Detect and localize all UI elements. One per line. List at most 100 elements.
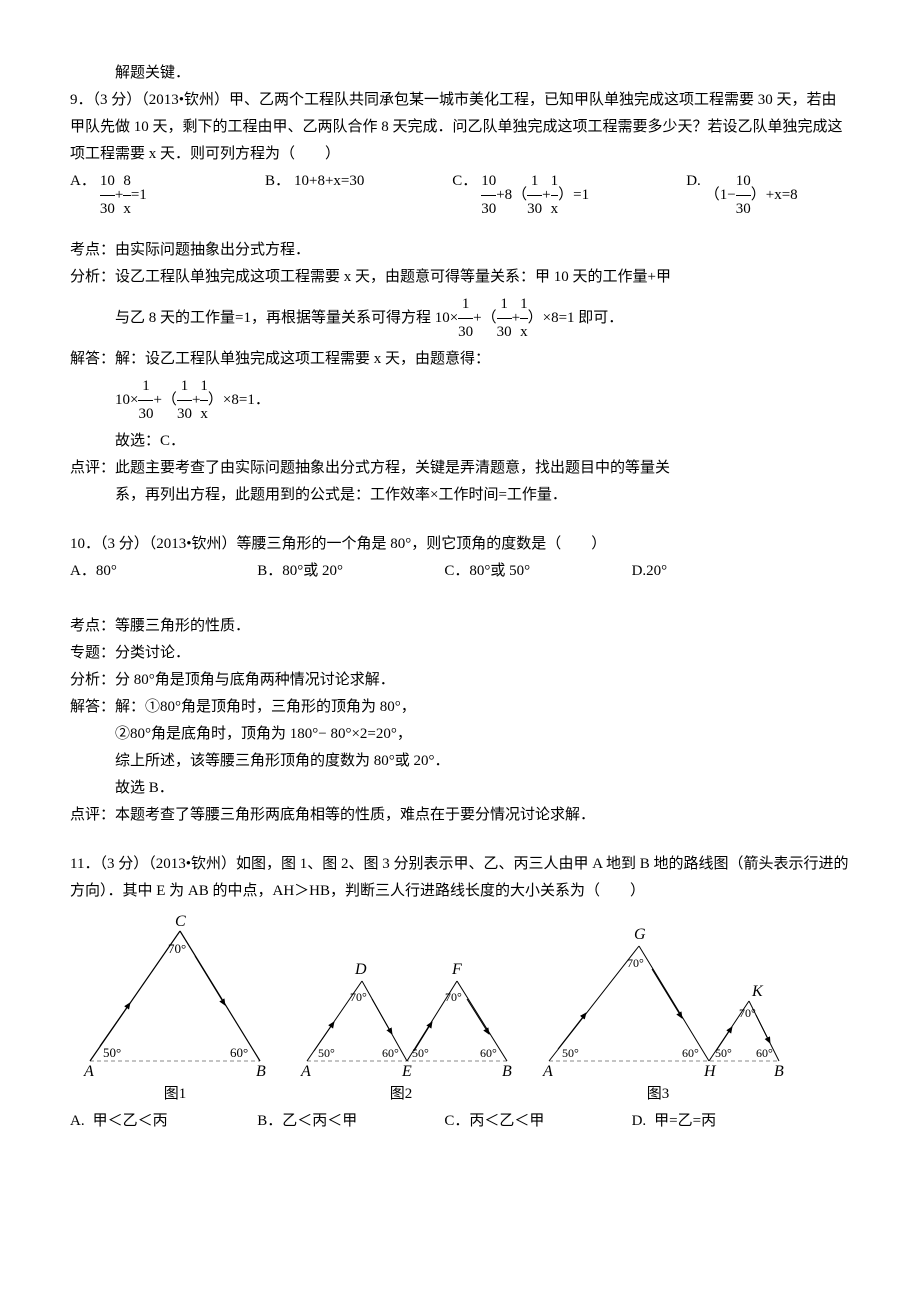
q10-kaodian: 考点：等腰三角形的性质． bbox=[70, 613, 850, 640]
ang: 60° bbox=[382, 1046, 399, 1060]
text: 设乙工程队单独完成这项工程需要 x 天，由题意可得等量关系：甲 10 天的工作量… bbox=[115, 269, 671, 285]
text: 乙＜丙＜甲 bbox=[282, 1108, 357, 1135]
label: D. bbox=[632, 1108, 647, 1135]
q10-choice-d: D.20° bbox=[632, 558, 819, 585]
label-k: K bbox=[751, 983, 764, 1000]
label-d: D bbox=[354, 961, 367, 978]
label-h: H bbox=[703, 1063, 717, 1080]
q10-choice-c: C．80°或 50° bbox=[444, 558, 631, 585]
text: +（ bbox=[153, 387, 176, 414]
label: 考点： bbox=[70, 242, 115, 258]
q10-jieda-3: 综上所述，该等腰三角形顶角的度数为 80°或 20°． bbox=[70, 748, 850, 775]
fig1-label: 图1 bbox=[70, 1081, 280, 1108]
label-a: A bbox=[83, 1063, 94, 1080]
label: 点评： bbox=[70, 460, 115, 476]
q10-choice-a: A．80° bbox=[70, 558, 257, 585]
ang: 70° bbox=[445, 990, 462, 1004]
q9-choice-d: D. （1− 10 30 ）+x=8 bbox=[686, 168, 850, 223]
label-b: B bbox=[256, 1063, 266, 1080]
label: D. bbox=[632, 558, 647, 585]
label: 解答： bbox=[70, 699, 115, 715]
plus: + bbox=[542, 182, 550, 209]
label-a: A bbox=[300, 1063, 311, 1080]
q10-zhuanti: 专题：分类讨论． bbox=[70, 640, 850, 667]
choice-label-a: A． bbox=[70, 168, 96, 195]
q9-jieda-ans: 故选：C． bbox=[70, 428, 850, 455]
label-g: G bbox=[634, 926, 646, 943]
question-11: 11．（3 分）（2013•钦州）如图，图 1、图 2、图 3 分别表示甲、乙、… bbox=[70, 851, 850, 1135]
label-f: F bbox=[451, 961, 462, 978]
label-e: E bbox=[401, 1063, 412, 1080]
ang: 50° bbox=[715, 1046, 732, 1060]
text: 解：设乙工程队单独完成这项工程需要 x 天，由题意得： bbox=[115, 351, 490, 367]
q10-jieda-1: 解答：解：①80°角是顶角时，三角形的顶角为 80°， bbox=[70, 694, 850, 721]
text: 由实际问题抽象出分式方程． bbox=[115, 242, 310, 258]
label-b: B bbox=[774, 1063, 784, 1080]
eq: =1 bbox=[131, 182, 147, 209]
ang: 60° bbox=[480, 1046, 497, 1060]
text: 等腰三角形的性质． bbox=[115, 618, 250, 634]
label: 解答： bbox=[70, 351, 115, 367]
label: 专题： bbox=[70, 645, 115, 661]
choice-label-d: D. bbox=[686, 168, 701, 195]
frac-num: 10 bbox=[736, 168, 751, 196]
text: ）×8=1 即可． bbox=[528, 305, 624, 332]
text: 10× bbox=[115, 387, 138, 414]
label: 分析： bbox=[70, 672, 115, 688]
text: +8（ bbox=[496, 182, 527, 209]
choice-label-c: C． bbox=[452, 168, 477, 195]
figure-3: A H B G K 50° 60° 70° 50° 60° 70° bbox=[534, 911, 794, 1081]
label: C． bbox=[444, 1108, 469, 1135]
q9-choices: A． 10 30 + 8 x =1 B． 10+8+x=30 C． bbox=[70, 168, 850, 223]
text: ）=1 bbox=[558, 182, 589, 209]
ang: 60° bbox=[682, 1046, 699, 1060]
angle-60: 60° bbox=[230, 1045, 248, 1060]
text: + bbox=[512, 305, 520, 332]
text: 80°或 20° bbox=[282, 558, 343, 585]
text: + bbox=[192, 387, 200, 414]
d: 30 bbox=[458, 319, 473, 346]
frac-num: 10 bbox=[481, 168, 496, 196]
choice-b-text: 10+8+x=30 bbox=[294, 168, 364, 195]
n: 1 bbox=[177, 373, 192, 401]
q9-fenxi: 分析：设乙工程队单独完成这项工程需要 x 天，由题意可得等量关系：甲 10 天的… bbox=[70, 264, 850, 291]
label: B． bbox=[257, 1108, 282, 1135]
q11-choice-c: C．丙＜乙＜甲 bbox=[444, 1108, 631, 1135]
label: 考点： bbox=[70, 618, 115, 634]
q9-stem: 9．（3 分）（2013•钦州）甲、乙两个工程队共同承包某一城市美化工程，已知甲… bbox=[70, 87, 850, 168]
text: 80°或 50° bbox=[469, 558, 530, 585]
q9-dianping: 点评：此题主要考查了由实际问题抽象出分式方程，关键是弄清题意，找出题目中的等量关 bbox=[70, 455, 850, 482]
q11-stem: 11．（3 分）（2013•钦州）如图，图 1、图 2、图 3 分别表示甲、乙、… bbox=[70, 851, 850, 905]
n: 1 bbox=[138, 373, 153, 401]
text: 20° bbox=[646, 558, 667, 585]
d: 30 bbox=[177, 401, 192, 428]
q9-kaodian: 考点：由实际问题抽象出分式方程． bbox=[70, 237, 850, 264]
text: 与乙 8 天的工作量=1，再根据等量关系可得方程 10× bbox=[115, 305, 458, 332]
q9-choice-c: C． 10 30 +8（ 1 30 + 1 x ）=1 bbox=[452, 168, 686, 223]
text: ）+x=8 bbox=[751, 182, 798, 209]
ang: 70° bbox=[627, 956, 644, 970]
label: A. bbox=[70, 1108, 85, 1135]
frac: 10 30 + 8 x =1 bbox=[100, 168, 147, 223]
label-c: C bbox=[175, 913, 186, 930]
frac-den: x bbox=[551, 196, 559, 223]
q11-figures: A B C 50° 60° 70° A E B D F 50° bbox=[70, 911, 850, 1081]
n: 1 bbox=[520, 291, 528, 319]
text: 甲＜乙＜丙 bbox=[93, 1108, 168, 1135]
q9-choice-b: B． 10+8+x=30 bbox=[265, 168, 452, 195]
ang: 50° bbox=[562, 1046, 579, 1060]
frac-den: 30 bbox=[100, 196, 115, 223]
q9-jieda: 解答：解：设乙工程队单独完成这项工程需要 x 天，由题意得： bbox=[70, 346, 850, 373]
label-b: B bbox=[502, 1063, 512, 1080]
label-a: A bbox=[542, 1063, 553, 1080]
n: 1 bbox=[497, 291, 512, 319]
d: x bbox=[200, 401, 208, 428]
q10-choice-b: B．80°或 20° bbox=[257, 558, 444, 585]
q11-choice-b: B．乙＜丙＜甲 bbox=[257, 1108, 444, 1135]
d: 30 bbox=[138, 401, 153, 428]
figure-labels: 图1 图2 图3 bbox=[70, 1081, 850, 1108]
text: 此题主要考查了由实际问题抽象出分式方程，关键是弄清题意，找出题目中的等量关 bbox=[115, 460, 670, 476]
question-10: 10．（3 分）（2013•钦州）等腰三角形的一个角是 80°，则它顶角的度数是… bbox=[70, 531, 850, 829]
ang: 60° bbox=[756, 1046, 773, 1060]
ang: 50° bbox=[318, 1046, 335, 1060]
